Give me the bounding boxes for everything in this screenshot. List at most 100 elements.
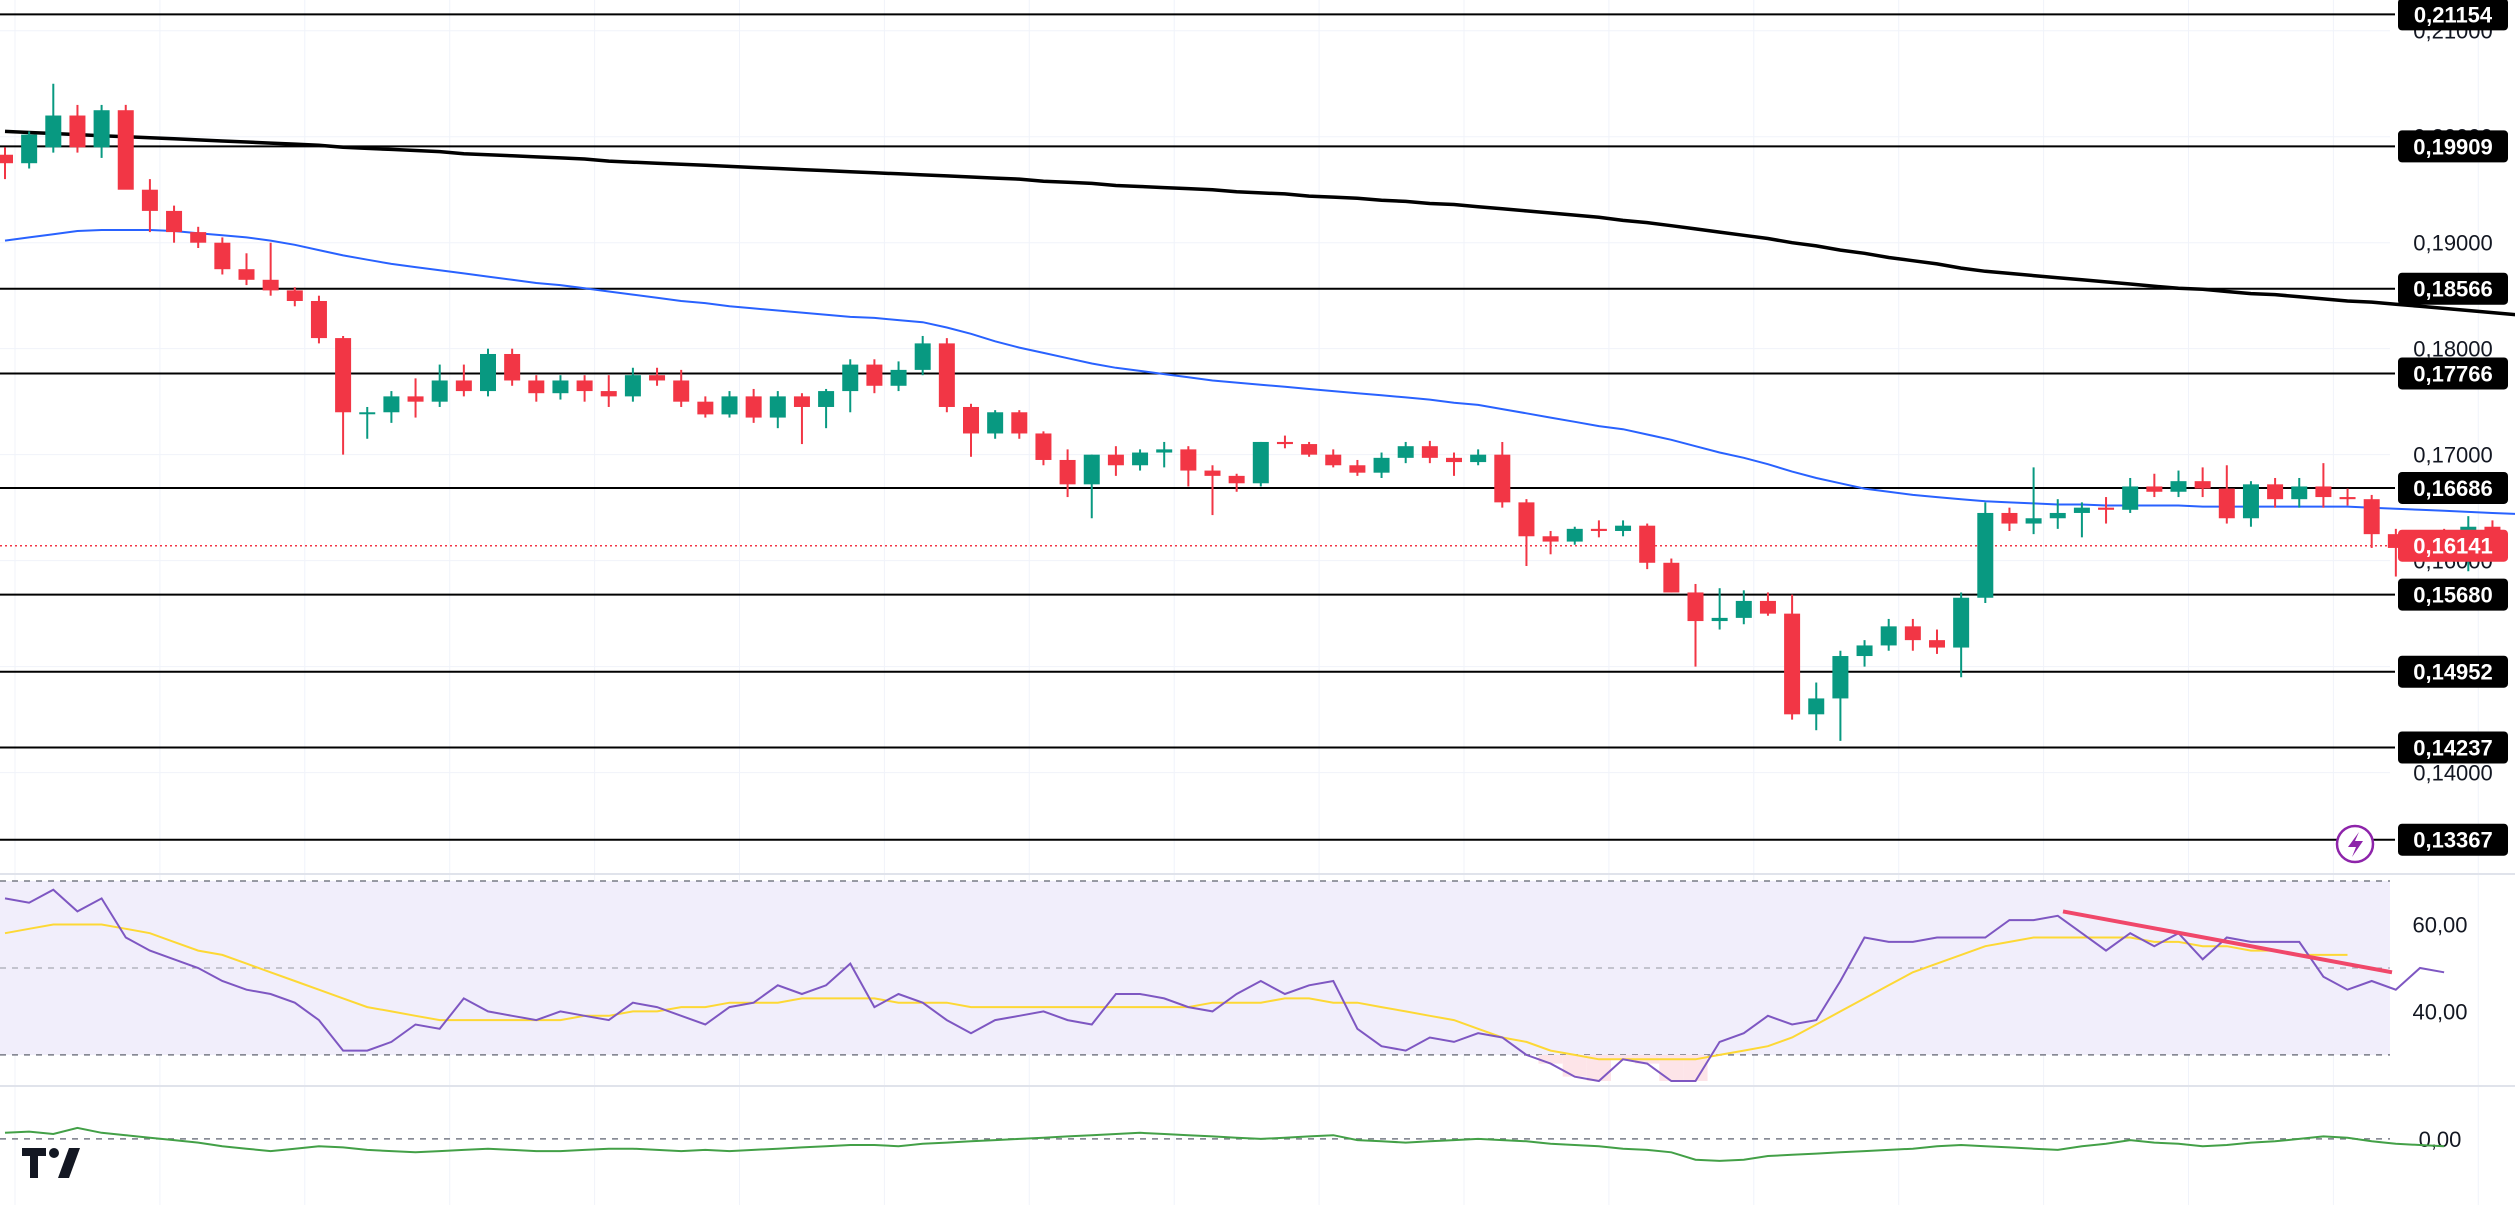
candle[interactable]: [1470, 449, 1487, 466]
candle[interactable]: [914, 335, 931, 376]
candle[interactable]: [793, 393, 810, 445]
candle[interactable]: [1615, 520, 1632, 537]
candle[interactable]: [1566, 526, 1583, 545]
candle[interactable]: [214, 237, 231, 275]
candle[interactable]: [504, 348, 521, 386]
candle[interactable]: [552, 375, 569, 400]
candle[interactable]: [1252, 441, 1269, 487]
candle[interactable]: [769, 391, 786, 429]
candle[interactable]: [1011, 410, 1028, 439]
candle[interactable]: [1808, 682, 1825, 731]
candle[interactable]: [2146, 473, 2163, 498]
candle[interactable]: [2363, 494, 2380, 548]
candle[interactable]: [1421, 440, 1438, 464]
candle[interactable]: [890, 361, 907, 392]
candle[interactable]: [1446, 452, 1462, 476]
candle[interactable]: [69, 104, 86, 153]
candle[interactable]: [1639, 523, 1656, 570]
candle[interactable]: [1784, 594, 1801, 720]
candle[interactable]: [2025, 467, 2042, 535]
candle[interactable]: [190, 226, 207, 248]
candle[interactable]: [938, 338, 955, 413]
candle[interactable]: [2098, 497, 2115, 524]
candle[interactable]: [1107, 446, 1124, 476]
candle[interactable]: [1735, 590, 1752, 625]
candle[interactable]: [117, 104, 134, 190]
candle[interactable]: [431, 364, 448, 407]
candle[interactable]: [576, 375, 593, 402]
candle[interactable]: [1180, 446, 1197, 487]
candle[interactable]: [0, 147, 13, 180]
candle[interactable]: [166, 205, 183, 243]
candle[interactable]: [238, 253, 255, 286]
candle[interactable]: [963, 403, 979, 457]
replay-icon[interactable]: [2335, 824, 2375, 864]
candle[interactable]: [1663, 558, 1680, 593]
candle[interactable]: [866, 359, 883, 394]
candle[interactable]: [45, 83, 62, 153]
candle[interactable]: [1977, 502, 1994, 604]
horizontal-levels[interactable]: [0, 13, 2395, 841]
candle[interactable]: [1083, 454, 1100, 519]
candle[interactable]: [1832, 650, 1849, 741]
candle[interactable]: [1132, 449, 1149, 471]
candle[interactable]: [310, 295, 327, 344]
candle[interactable]: [2170, 470, 2187, 498]
candle[interactable]: [359, 406, 376, 439]
candle[interactable]: [1325, 449, 1342, 468]
candle[interactable]: [1953, 592, 1970, 678]
candle[interactable]: [2001, 507, 2018, 531]
candle[interactable]: [1276, 435, 1293, 449]
candle[interactable]: [2315, 463, 2332, 508]
candle[interactable]: [1518, 499, 1535, 566]
candle[interactable]: [407, 378, 424, 418]
candle[interactable]: [262, 242, 279, 296]
candle[interactable]: [673, 369, 690, 407]
candle[interactable]: [1397, 441, 1414, 464]
candle[interactable]: [2218, 465, 2235, 524]
candle[interactable]: [93, 104, 110, 158]
candle[interactable]: [1494, 441, 1511, 508]
candle[interactable]: [1856, 640, 1873, 667]
candle[interactable]: [624, 367, 641, 402]
candle[interactable]: [2194, 467, 2211, 498]
rsi-trendline[interactable]: [2062, 909, 2393, 975]
candle[interactable]: [1711, 588, 1728, 630]
candle[interactable]: [1228, 473, 1245, 492]
candle[interactable]: [1035, 431, 1052, 466]
candle[interactable]: [480, 348, 496, 397]
candle[interactable]: [1929, 629, 1945, 654]
candle[interactable]: [2242, 481, 2259, 527]
candle[interactable]: [649, 367, 666, 386]
candle[interactable]: [21, 131, 38, 169]
candle[interactable]: [1687, 583, 1704, 667]
candle[interactable]: [987, 410, 1004, 439]
candle[interactable]: [383, 391, 400, 423]
candle[interactable]: [1542, 530, 1559, 555]
candle[interactable]: [697, 396, 714, 418]
candle[interactable]: [2049, 499, 2066, 529]
candle[interactable]: [721, 391, 738, 418]
candle[interactable]: [1301, 441, 1318, 457]
candle[interactable]: [600, 375, 617, 407]
candle[interactable]: [1373, 452, 1390, 478]
candle[interactable]: [1204, 465, 1221, 516]
candle[interactable]: [1349, 459, 1366, 476]
candle[interactable]: [1059, 449, 1076, 498]
candle[interactable]: [842, 359, 859, 413]
candle[interactable]: [1156, 441, 1173, 468]
candle[interactable]: [2122, 477, 2139, 513]
candle[interactable]: [2073, 502, 2090, 538]
candle[interactable]: [528, 375, 545, 402]
candle[interactable]: [1590, 520, 1607, 538]
candle[interactable]: [1880, 618, 1897, 651]
candle[interactable]: [2291, 477, 2308, 508]
candle[interactable]: [818, 388, 835, 429]
candle[interactable]: [286, 287, 303, 307]
candle[interactable]: [335, 335, 352, 455]
candle[interactable]: [1904, 618, 1921, 651]
candle[interactable]: [1759, 592, 1776, 616]
candle[interactable]: [2267, 477, 2284, 508]
candle[interactable]: [745, 388, 762, 423]
